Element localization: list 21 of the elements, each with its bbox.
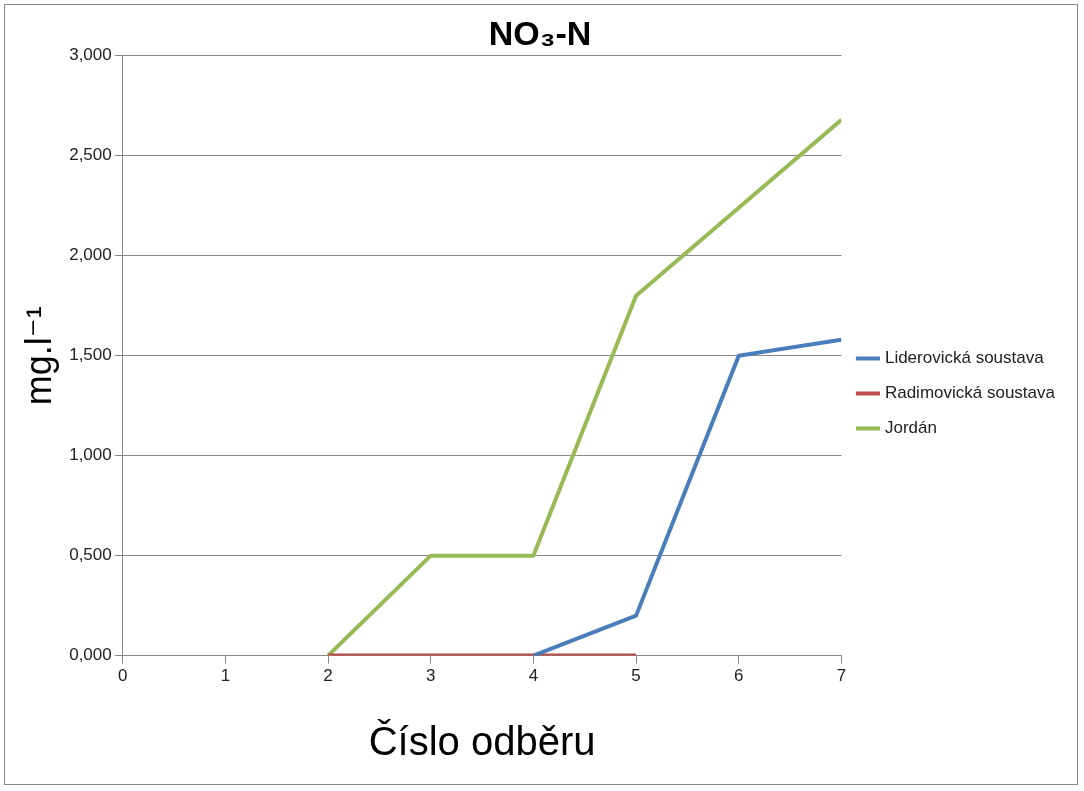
y-tick-label: 0,500 [69, 545, 112, 565]
legend-label: Jordán [884, 418, 937, 438]
y-tick-label: 3,000 [69, 45, 112, 65]
x-tick-label: 4 [528, 666, 539, 686]
chart-title: NO₃-N [488, 13, 592, 52]
x-tick-label: 0 [118, 666, 128, 686]
x-tick-label: 2 [323, 666, 333, 686]
legend-label: Liderovická soustava [884, 348, 1045, 368]
y-tick-label: 1,000 [69, 445, 112, 465]
y-tick-label: 1,500 [69, 345, 112, 365]
y-tick-label: 0,000 [69, 645, 112, 665]
x-tick-label: 7 [836, 666, 847, 686]
x-tick-label: 6 [734, 666, 744, 686]
x-tick-label: 1 [220, 666, 231, 686]
y-axis-title: mg.l⁻¹ [17, 306, 59, 406]
y-tick-label: 2,000 [69, 245, 112, 265]
legend-label: Radimovická soustava [884, 383, 1056, 403]
x-tick-label: 3 [426, 666, 436, 686]
y-tick-label: 2,500 [69, 145, 112, 165]
x-tick-label: 5 [631, 666, 641, 686]
x-axis-title: Číslo odběru [368, 719, 596, 764]
